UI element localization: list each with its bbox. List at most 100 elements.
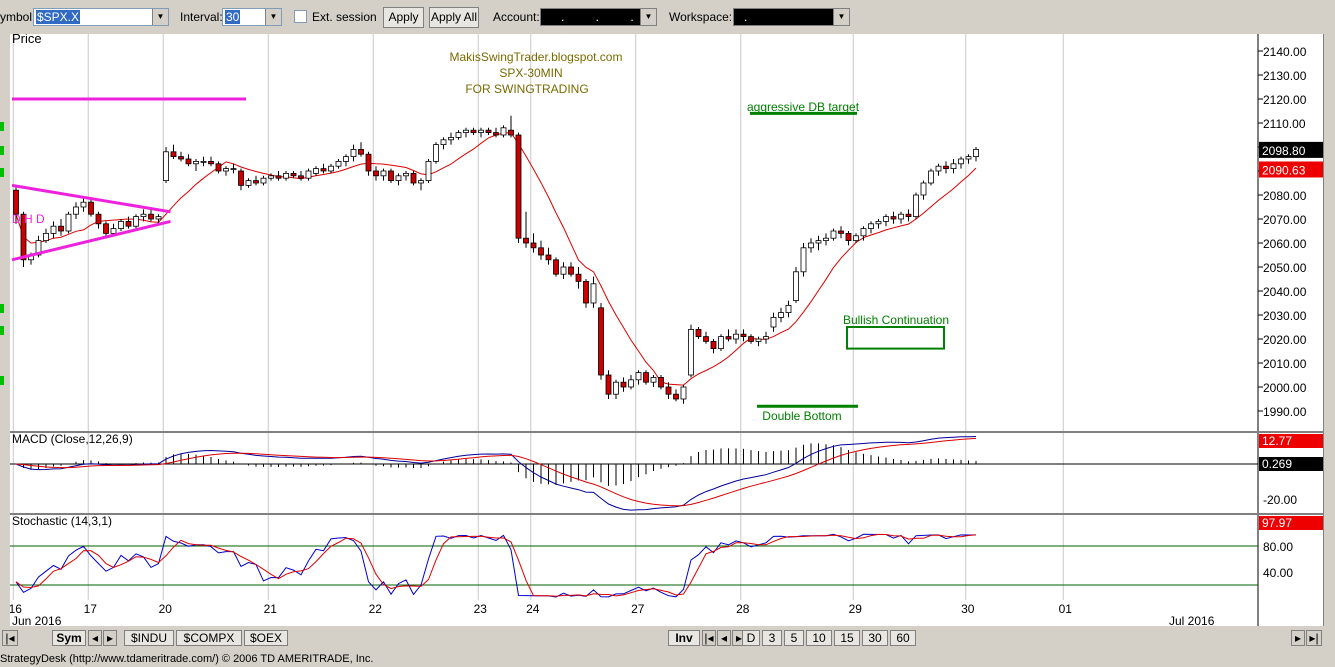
period-button-d[interactable]: D xyxy=(742,630,760,646)
price-axis-label: 2000.00 xyxy=(1263,381,1307,395)
candle-body xyxy=(463,129,469,133)
candle-body xyxy=(598,307,604,376)
stochastic-panel: 97.97 80.00 40.00 xyxy=(10,516,1323,598)
candle-body xyxy=(830,230,837,239)
period-button-10[interactable]: 10 xyxy=(806,630,832,646)
candle-body xyxy=(185,158,192,165)
apply-button[interactable]: Apply xyxy=(383,7,424,28)
chevron-down-icon[interactable]: ▼ xyxy=(265,9,281,25)
chart-scroll-right-icon[interactable]: ▸ xyxy=(1291,630,1305,646)
candle-body xyxy=(800,247,807,273)
candle-body xyxy=(395,175,402,182)
candle-body xyxy=(935,165,942,172)
candle-body xyxy=(110,228,117,234)
candle-body xyxy=(283,172,289,179)
double-bottom-label: Double Bottom xyxy=(762,409,841,423)
period-label-end: Jul 2016 xyxy=(1169,614,1215,626)
apply-all-button[interactable]: Apply All xyxy=(429,7,479,28)
price-axis-label: 2110.00 xyxy=(1263,117,1306,131)
workspace-combobox[interactable]: . ▼ xyxy=(733,8,850,26)
chevron-down-icon[interactable]: ▼ xyxy=(640,9,656,25)
scroll-start-icon[interactable]: |◂ xyxy=(2,630,18,646)
candle-body xyxy=(493,132,499,136)
indicator-marker[interactable] xyxy=(0,146,4,155)
interval-label: Interval: xyxy=(180,10,223,24)
candle-body xyxy=(373,170,379,177)
indicator-marker[interactable] xyxy=(0,122,4,131)
tab-indu[interactable]: $INDU xyxy=(124,630,174,646)
price-axis-label: 2080.00 xyxy=(1263,189,1307,203)
watermark-line-2: SPX-30MIN xyxy=(499,66,562,80)
candle-body xyxy=(268,175,274,179)
candle-body xyxy=(530,242,537,249)
date-tick-label: 28 xyxy=(736,602,750,616)
candle-body xyxy=(200,161,207,163)
period-button-60[interactable]: 60 xyxy=(890,630,916,646)
date-tick-label: 16 xyxy=(9,602,23,616)
candle-body xyxy=(620,381,627,388)
day-separators xyxy=(12,34,1064,600)
candle-body xyxy=(553,259,559,275)
candle-body xyxy=(358,149,364,155)
candle-body xyxy=(538,247,544,256)
candle-body xyxy=(740,333,747,338)
candle-body xyxy=(875,220,882,225)
indicator-marker[interactable] xyxy=(0,326,4,335)
macd-value-box xyxy=(1259,434,1323,448)
candle-body xyxy=(748,336,754,342)
ext-session-checkbox[interactable] xyxy=(294,10,307,23)
status-bar: StrategyDesk (http://www.tdameritrade.co… xyxy=(0,652,1335,667)
candle-body xyxy=(298,175,304,179)
account-label: Account: xyxy=(493,10,540,24)
price-axis-label: 2020.00 xyxy=(1263,333,1307,347)
tab-scroll-left-icon[interactable]: ◂ xyxy=(88,630,102,646)
period-label-start: Jun 2016 xyxy=(12,614,62,626)
candle-body xyxy=(425,161,432,182)
stoch-value-label: 97.97 xyxy=(1262,516,1292,530)
candle-body xyxy=(328,165,334,172)
account-value: . . . . xyxy=(561,10,648,38)
candle-body xyxy=(815,240,822,244)
candle-body xyxy=(403,172,409,177)
inv-tab[interactable]: Inv xyxy=(668,630,700,646)
sym-tab[interactable]: Sym xyxy=(52,630,86,646)
candle-body xyxy=(883,216,889,222)
candle-body xyxy=(605,374,612,395)
indicator-marker[interactable] xyxy=(0,376,4,385)
macd-axis-label: -20.00 xyxy=(1263,493,1297,507)
candle-body xyxy=(245,180,252,186)
candle-body xyxy=(478,129,484,133)
candle-body xyxy=(320,168,327,172)
candle-body xyxy=(710,340,717,349)
chevron-down-icon[interactable]: ▼ xyxy=(833,9,849,25)
period-button-5[interactable]: 5 xyxy=(784,630,804,646)
interval-combobox[interactable]: 30 ▼ xyxy=(222,8,282,26)
symbol-value: $SPX.X xyxy=(36,10,81,24)
candle-body xyxy=(755,338,762,342)
period-button-30[interactable]: 30 xyxy=(862,630,888,646)
indicator-marker[interactable] xyxy=(0,168,4,177)
candle-body xyxy=(920,182,927,196)
period-scroll-left-icon[interactable]: ◂ xyxy=(717,630,731,646)
period-button-3[interactable]: 3 xyxy=(762,630,782,646)
candle-body xyxy=(515,134,522,239)
tab-oex[interactable]: $OEX xyxy=(244,630,288,646)
candle-body xyxy=(868,223,874,230)
tab-scroll-right-icon[interactable]: ▸ xyxy=(103,630,117,646)
candle-body xyxy=(193,161,199,165)
account-combobox[interactable]: . . . . ▼ xyxy=(540,8,657,38)
candle-body xyxy=(208,161,214,165)
chevron-down-icon[interactable]: ▼ xyxy=(152,9,168,25)
price-axis-label: 1990.00 xyxy=(1263,405,1307,419)
candle-body xyxy=(703,336,709,342)
indicator-marker[interactable] xyxy=(0,304,4,313)
period-button-15[interactable]: 15 xyxy=(834,630,860,646)
symbol-combobox[interactable]: $SPX.X ▼ xyxy=(33,8,169,26)
period-scroll-start-icon[interactable]: |◂ xyxy=(702,630,716,646)
price-axis-label: 2120.00 xyxy=(1263,93,1307,107)
candle-body xyxy=(770,316,777,328)
tab-compx[interactable]: $COMPX xyxy=(176,630,242,646)
watermark-line-1: MakisSwingTrader.blogspot.com xyxy=(450,50,623,64)
candle-body xyxy=(853,235,859,242)
chart-scroll-end-icon[interactable]: ▸| xyxy=(1306,630,1322,646)
